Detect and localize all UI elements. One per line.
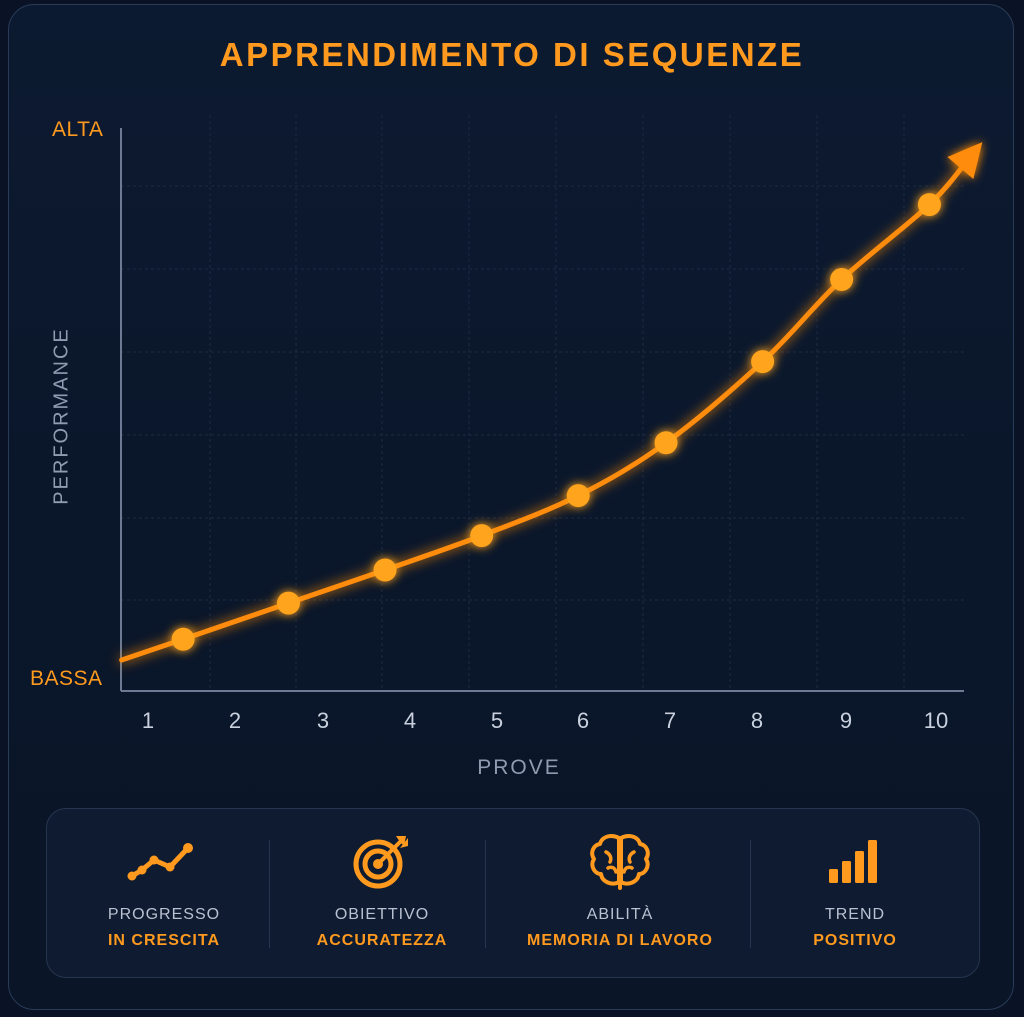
trend-line (119, 150, 976, 663)
chart-grid (121, 115, 964, 691)
x-tick-label: 8 (750, 708, 764, 733)
summary-card-goal: OBIETTIVO ACCURATEZZA (272, 830, 492, 950)
target-icon (272, 830, 492, 892)
data-point (373, 558, 397, 582)
x-tick-label: 6 (576, 708, 590, 733)
y-axis-label: PERFORMANCE (50, 327, 73, 505)
data-point (470, 524, 494, 548)
summary-card-skill: ABILITÀ MEMORIA DI LAVORO (510, 830, 730, 950)
x-tick-label: 4 (403, 708, 417, 733)
series-performance (119, 142, 983, 663)
x-tick-label: 9 (839, 708, 853, 733)
summary-label: OBIETTIVO (334, 906, 430, 923)
summary-divider (485, 840, 486, 948)
summary-value: MEMORIA DI LAVORO (527, 932, 713, 949)
data-point (654, 431, 678, 455)
data-point (751, 350, 775, 374)
brain-icon (510, 830, 730, 892)
x-tick-label: 1 (141, 708, 155, 733)
summary-value: IN CRESCITA (107, 932, 221, 949)
summary-label: TREND (824, 906, 886, 923)
summary-card-progress: PROGRESSO IN CRESCITA (54, 830, 274, 950)
data-point (830, 267, 854, 291)
x-tick-label: 5 (490, 708, 504, 733)
data-point (917, 193, 941, 217)
bar-chart-icon (745, 830, 965, 892)
x-tick-label: 3 (316, 708, 330, 733)
line-trend-icon (54, 830, 274, 892)
y-tick-low: BASSA (30, 667, 103, 690)
data-point (171, 627, 195, 651)
x-tick-label: 10 (923, 708, 949, 733)
x-tick-label: 2 (228, 708, 242, 733)
summary-divider (750, 840, 751, 948)
line-chart (119, 115, 983, 692)
x-tick-label: 7 (663, 708, 677, 733)
y-tick-high: ALTA (52, 118, 104, 141)
summary-label: PROGRESSO (107, 906, 221, 923)
summary-value: ACCURATEZZA (316, 932, 448, 949)
summary-value: POSITIVO (813, 932, 897, 949)
summary-panel (46, 808, 980, 978)
summary-card-trend: TREND POSITIVO (745, 830, 965, 950)
trend-arrow-head (947, 142, 983, 180)
summary-label: ABILITÀ (586, 906, 654, 923)
chart-title: APPRENDIMENTO DI SEQUENZE (219, 36, 805, 73)
data-point (276, 591, 300, 615)
x-axis-label: PROVE (477, 756, 561, 779)
summary-divider (269, 840, 270, 948)
data-point (566, 484, 590, 508)
